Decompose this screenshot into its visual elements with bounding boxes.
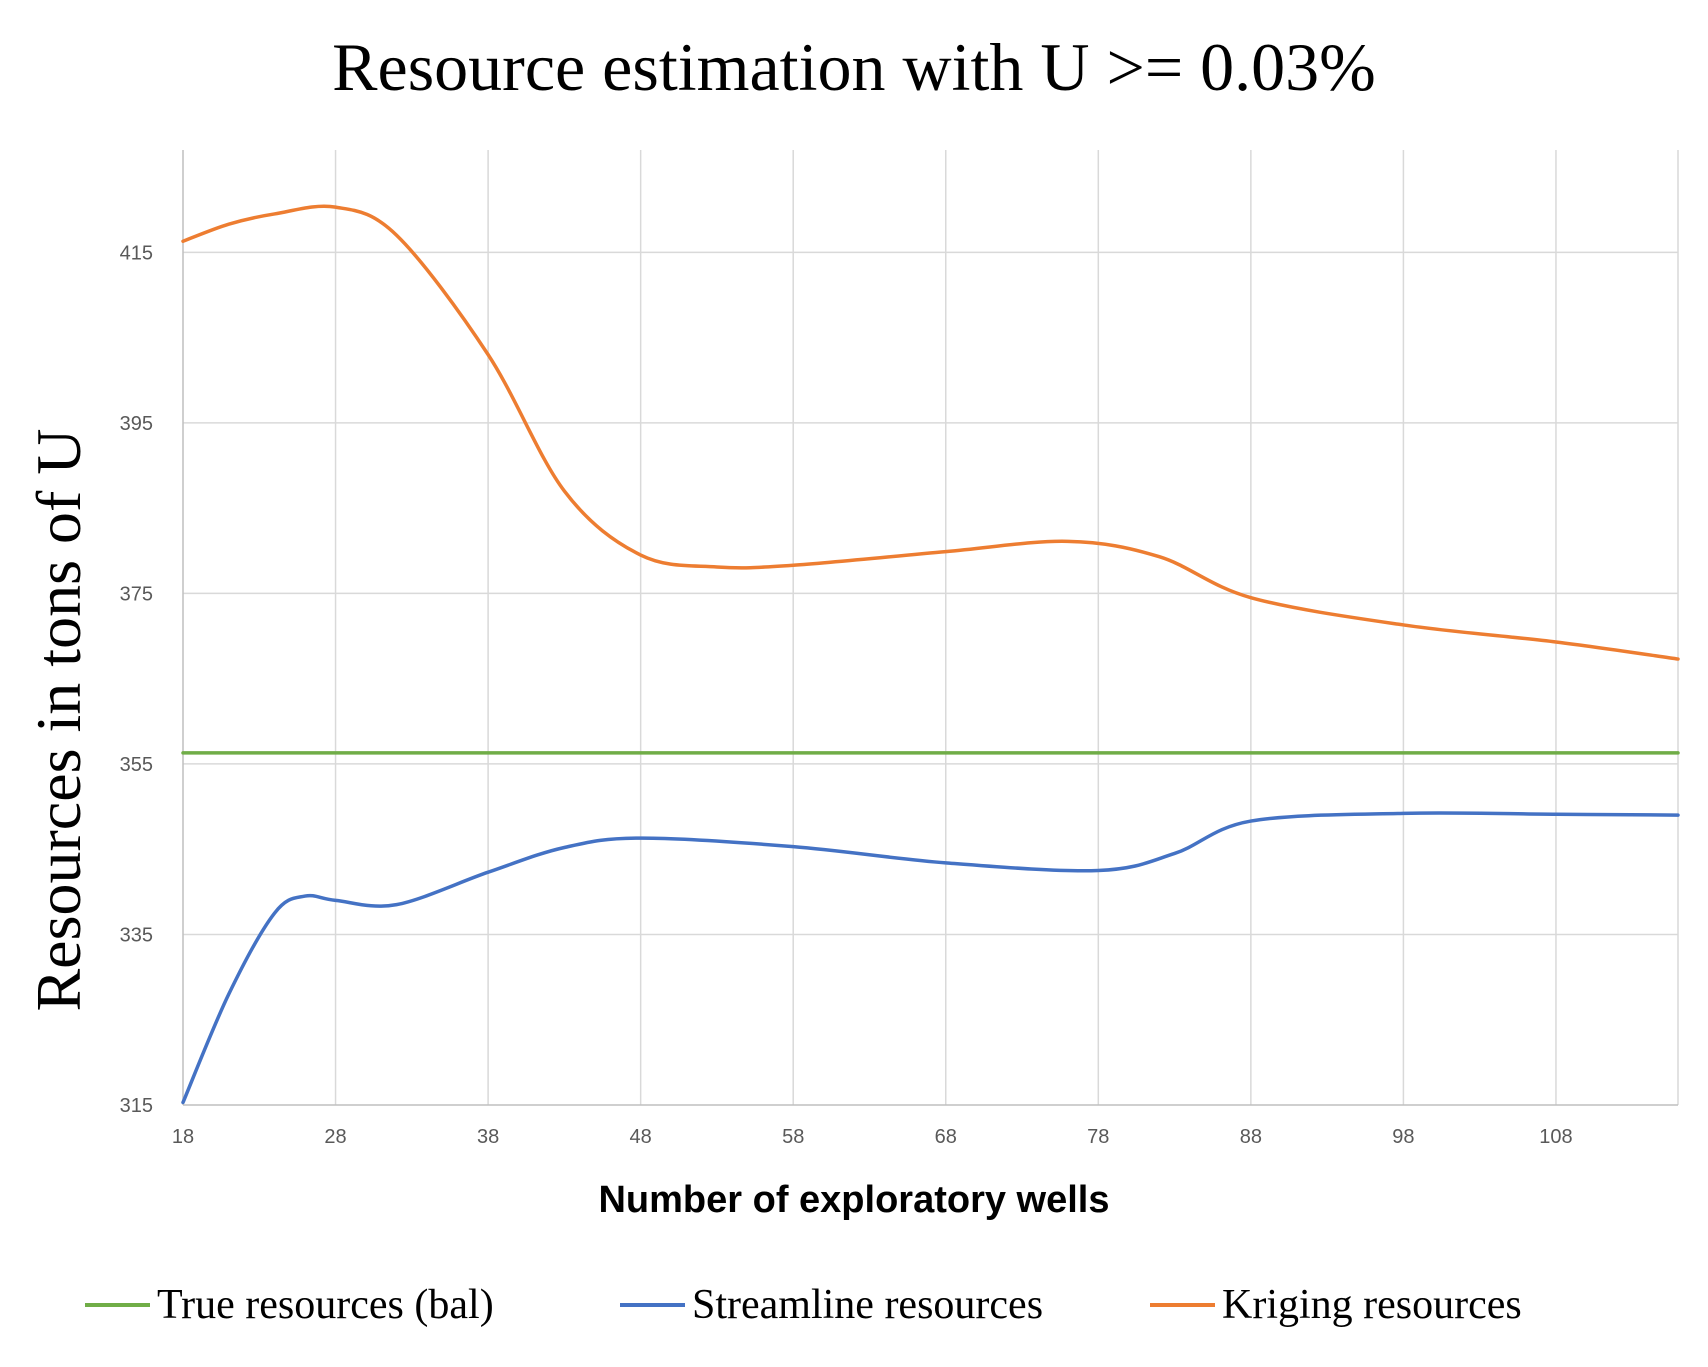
x-tick-label: 18: [172, 1126, 194, 1148]
x-tick-label: 88: [1240, 1126, 1262, 1148]
y-tick-label: 335: [120, 924, 153, 946]
x-tick-label: 98: [1392, 1126, 1414, 1148]
y-axis-label: Resources in tons of U: [23, 428, 94, 1011]
y-tick-label: 355: [120, 754, 153, 776]
legend-label-true-resources: True resources (bal): [157, 1282, 494, 1328]
legend: True resources (bal) Streamline resources…: [85, 1282, 1522, 1328]
series-lines: [181, 204, 1680, 1105]
x-tick-label: 68: [935, 1126, 957, 1148]
series-line-kriging-resources: [181, 204, 1680, 661]
x-tick-label: 48: [630, 1126, 652, 1148]
y-tick-label: 395: [120, 413, 153, 435]
x-tick-label: 28: [324, 1126, 346, 1148]
axes: [182, 150, 1678, 1106]
legend-label-kriging-resources: Kriging resources: [1222, 1282, 1522, 1328]
x-tick-label: 38: [477, 1126, 499, 1148]
x-tick-label: 58: [782, 1126, 804, 1148]
y-tick-label: 375: [120, 583, 153, 605]
tick-labels: 18 28 38 48 58 68 78 88 98 108 315 335 355 375 395 415: [120, 242, 1573, 1148]
x-tick-label: 78: [1087, 1126, 1109, 1148]
x-axis-label: Number of exploratory wells: [598, 1179, 1109, 1221]
y-tick-label: 415: [120, 242, 153, 264]
series-line-streamline-resources: [181, 811, 1680, 1105]
x-tick-label: 108: [1539, 1126, 1572, 1148]
legend-label-streamline-resources: Streamline resources: [692, 1282, 1043, 1328]
gridlines: [183, 150, 1679, 1105]
y-tick-label: 315: [120, 1095, 153, 1117]
chart-title: Resource estimation with U >= 0.03%: [332, 29, 1376, 105]
